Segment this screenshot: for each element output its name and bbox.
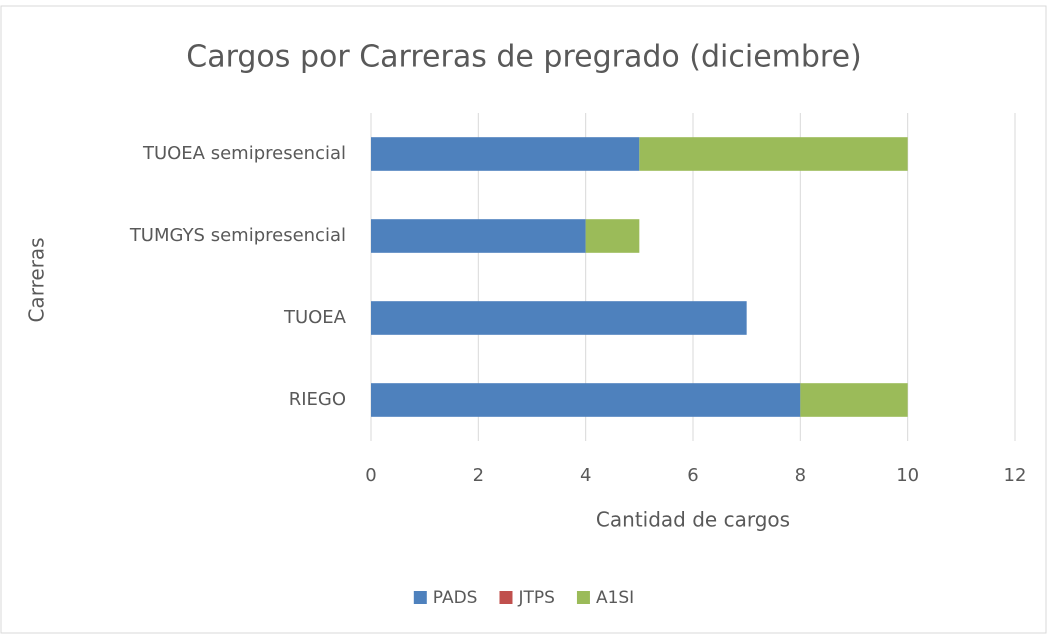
x-tick-label: 4 [580,465,591,486]
x-tick-label: 6 [687,465,698,486]
chart-title: Cargos por Carreras de pregrado (diciemb… [186,40,862,75]
x-tick-label: 0 [365,465,376,486]
legend-swatch [413,591,427,604]
y-tick-label: TUOEA semipresencial [142,143,346,164]
x-axis-title: Cantidad de cargos [596,508,790,532]
bar-segment [371,137,640,171]
y-axis-title: Carreras [25,237,49,322]
bar-segment [585,219,640,253]
legend-label: JTPS [517,588,554,608]
x-tick-label: 10 [896,465,919,486]
y-tick-label: TUMGYS semipresencial [129,225,346,246]
legend-swatch [499,591,513,604]
x-tick-label: 12 [1004,465,1027,486]
bar-segment [371,383,801,417]
y-tick-label: TUOEA [283,307,347,328]
bar-segment [639,137,908,171]
bar-segment [371,301,747,335]
y-tick-label: RIEGO [289,389,346,410]
legend-swatch [576,591,590,604]
x-tick-label: 8 [795,465,806,486]
legend-label: PADS [433,588,478,608]
bar-segment [371,219,586,253]
x-tick-label: 2 [473,465,484,486]
bar-segment [800,383,908,417]
legend-label: A1SI [596,588,634,608]
